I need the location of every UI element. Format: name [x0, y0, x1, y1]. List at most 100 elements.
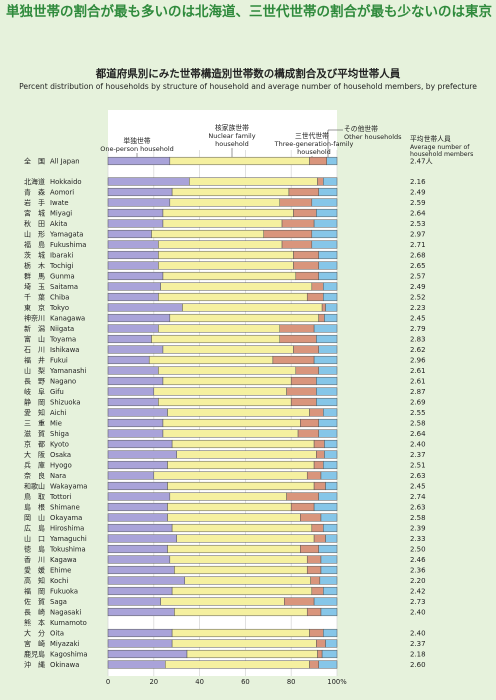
avg-value-shiga: 2.64	[410, 430, 426, 438]
bar-gifu-s1	[153, 387, 287, 396]
row-label-ja-okinawa: 沖 縄	[24, 660, 45, 669]
row-label-ja-tottori: 鳥 取	[24, 492, 45, 501]
bar-tochigi-s1	[158, 261, 294, 270]
row-label-ja-shimane: 島 根	[24, 503, 45, 512]
bar-kochi-s3	[319, 576, 338, 585]
row-label-ja-osaka: 大 阪	[24, 450, 45, 459]
row-label-ja-ibaraki: 茨 城	[24, 251, 45, 260]
legend-label-three-gen-ja: 三世代世帯	[295, 131, 329, 140]
row-label-en-ehime: Ehime	[50, 567, 71, 575]
bar-fukui-s2	[272, 355, 315, 365]
bar-mie-s0	[107, 418, 164, 428]
bar-kanagawa-s1	[169, 313, 319, 323]
bar-shiga-s1	[162, 429, 299, 438]
bar-okayama-s1	[167, 513, 301, 522]
bar-chiba-s3	[323, 292, 338, 302]
avg-value-shimane: 2.63	[410, 504, 426, 512]
row-label-ja-miyazaki: 宮 崎	[24, 639, 45, 648]
row-label-ja-all-japan: 全 国	[24, 157, 45, 166]
page-headline: 単独世帯の割合が最も多いのは北海道、三世代世帯の割合が最も少ないのは東京	[6, 4, 492, 20]
row-label-en-mie: Mie	[50, 420, 62, 428]
avg-value-yamaguchi: 2.33	[410, 535, 426, 543]
x-tick-80: 80	[287, 678, 296, 686]
bar-yamanashi-s0	[107, 366, 159, 375]
x-tick-100: 100%	[327, 678, 347, 686]
bar-akita-s0	[107, 219, 164, 228]
bar-chiba-s1	[158, 292, 308, 302]
row-label-ja-nagasaki: 長 崎	[24, 608, 45, 617]
bar-kochi-s0	[107, 576, 185, 585]
x-tick-60: 60	[241, 678, 250, 686]
row-label-ja-yamagata: 山 形	[24, 230, 45, 239]
bar-hiroshima-s1	[171, 523, 313, 533]
bar-tottori-s2	[286, 492, 319, 501]
bar-fukui-s0	[107, 355, 150, 365]
bar-saga-s2	[284, 597, 315, 606]
bar-fukushima-s0	[107, 240, 159, 249]
row-label-ja-wakayama: 和歌山	[24, 482, 45, 491]
row-label-en-wakayama: Wakayama	[50, 483, 87, 491]
avg-value-tokushima: 2.50	[410, 546, 426, 554]
row-label-ja-tokyo: 東 京	[24, 303, 45, 312]
row-label-ja-yamanashi: 山 梨	[24, 366, 45, 375]
bar-kagoshima-s1	[186, 649, 318, 659]
avg-value-fukui: 2.96	[410, 357, 426, 365]
row-label-ja-hiroshima: 広 島	[24, 524, 45, 533]
bar-kagawa-s2	[306, 555, 322, 564]
row-label-ja-gifu: 岐 阜	[24, 387, 45, 396]
bar-toyama-s0	[107, 334, 152, 344]
row-label-en-miyagi: Miyagi	[50, 210, 72, 218]
row-label-ja-hyogo: 兵 庫	[24, 461, 45, 470]
row-label-en-osaka: Osaka	[50, 451, 71, 459]
avg-value-ibaraki: 2.68	[410, 252, 426, 260]
bar-ehime-s3	[320, 565, 338, 575]
avg-value-okayama: 2.58	[410, 514, 426, 522]
bar-okayama-s3	[320, 513, 338, 522]
bar-nagasaki-s1	[174, 607, 308, 617]
bar-yamagata-s1	[151, 229, 264, 239]
avg-value-kyoto: 2.40	[410, 441, 426, 449]
bar-saga-s3	[313, 597, 338, 606]
bar-mie-s1	[162, 418, 301, 428]
avg-value-chiba: 2.52	[410, 294, 426, 302]
row-label-ja-kochi: 高 知	[24, 576, 45, 585]
bar-yamagata-s3	[311, 229, 338, 239]
row-label-ja-kanagawa: 神奈川	[24, 314, 45, 323]
row-label-ja-toyama: 富 山	[24, 335, 45, 344]
bar-saga-s1	[160, 597, 285, 606]
row-label-en-okayama: Okayama	[50, 514, 82, 522]
row-label-en-aomori: Aomori	[50, 189, 74, 197]
bar-niigata-s0	[107, 324, 159, 333]
chart-subtitle: Percent distribution of households by st…	[19, 82, 477, 91]
row-label-ja-saitama: 埼 玉	[24, 282, 45, 291]
bar-shizuoka-s3	[316, 397, 338, 407]
bar-akita-s3	[313, 219, 338, 228]
row-label-ja-oita: 大 分	[24, 629, 45, 638]
bar-wakayama-s1	[167, 481, 315, 491]
bar-gunma-s3	[318, 271, 338, 281]
avg-value-tokyo: 2.23	[410, 304, 426, 312]
row-label-en-oita: Oita	[50, 630, 64, 638]
bar-oita-s2	[309, 628, 324, 638]
bar-tokyo-s0	[107, 303, 183, 312]
bar-fukuoka-s3	[323, 586, 338, 596]
bar-kanagawa-s3	[324, 313, 338, 323]
bar-ibaraki-s1	[158, 250, 294, 260]
row-label-en-gunma: Gunma	[50, 273, 75, 281]
avg-value-nagasaki: 2.40	[410, 609, 426, 617]
bar-niigata-s3	[313, 324, 338, 333]
row-label-en-fukui: Fukui	[50, 357, 68, 365]
row-label-en-all-japan: All Japan	[50, 158, 80, 166]
bar-nagano-s1	[162, 376, 292, 386]
row-label-en-nara: Nara	[50, 472, 66, 480]
row-label-en-yamagata: Yamagata	[49, 231, 83, 239]
row-label-ja-nara: 奈 良	[24, 471, 45, 480]
avg-value-saitama: 2.49	[410, 283, 426, 291]
bar-saitama-s3	[323, 282, 338, 291]
bar-hiroshima-s2	[311, 523, 324, 533]
bar-all-japan-s0	[107, 156, 171, 166]
row-label-ja-aomori: 青 森	[24, 188, 45, 197]
bar-akita-s2	[281, 219, 315, 228]
row-label-en-yamaguchi: Yamaguchi	[49, 535, 87, 543]
row-label-en-nagasaki: Nagasaki	[50, 609, 81, 617]
